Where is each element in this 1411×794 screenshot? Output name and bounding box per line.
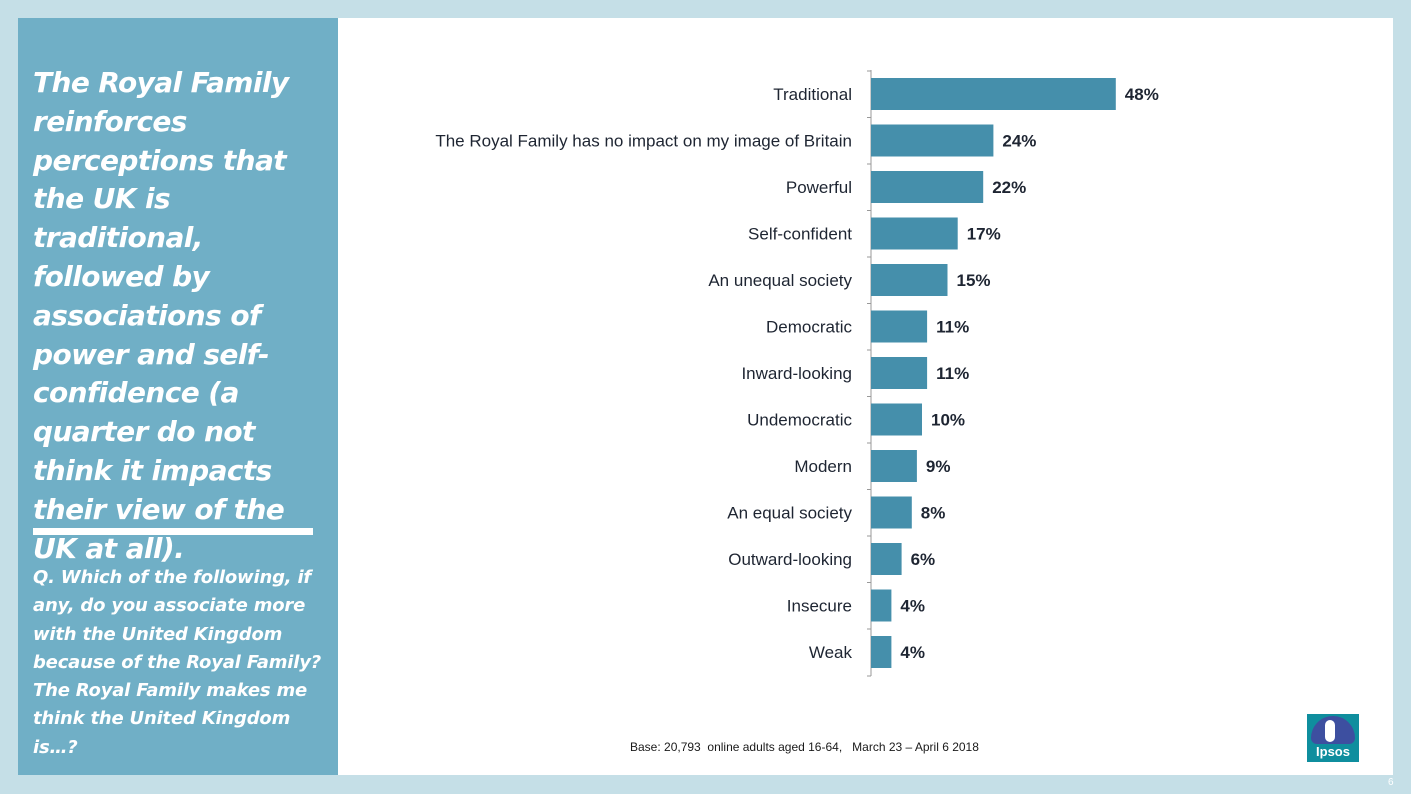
ipsos-logo: Ipsos [1307,714,1359,762]
value-label: 4% [900,643,925,662]
bar [871,171,984,203]
bar [871,450,917,482]
value-label: 15% [957,271,991,290]
bar [871,403,922,436]
bar [871,357,928,389]
base-note: Base: 20,793 online adults aged 16-64, M… [630,740,979,754]
category-label: Powerful [786,178,852,197]
question-text: Q. Which of the following, if any, do yo… [33,567,321,758]
value-label: 48% [1125,85,1159,104]
bar [871,589,892,622]
bar [871,496,912,529]
logo-text: Ipsos [1316,744,1350,759]
value-label: 6% [911,550,936,569]
category-label: An equal society [727,504,852,523]
category-label: Self-confident [748,225,852,244]
value-label: 4% [900,597,925,616]
value-label: 9% [926,457,951,476]
category-label: Weak [809,643,853,662]
category-label: Modern [794,457,852,476]
bar [871,217,958,250]
category-label: Inward-looking [741,364,852,383]
bar [871,636,892,668]
value-label: 11% [936,364,969,383]
bar [871,78,1116,110]
sidebar-panel: The Royal Family reinforces perceptions … [18,18,338,775]
category-label: The Royal Family has no impact on my ima… [435,132,852,151]
category-label: Outward-looking [728,550,852,569]
value-label: 10% [931,411,965,430]
category-label: Democratic [766,318,852,337]
bar [871,310,928,343]
bar [871,543,902,575]
bar [871,124,994,157]
value-label: 22% [992,178,1026,197]
chart-panel [338,18,1393,775]
category-label: Undemocratic [747,411,852,430]
value-label: 24% [1002,132,1036,151]
category-label: Traditional [773,85,852,104]
sidebar-divider [33,528,313,535]
category-label: Insecure [787,597,852,616]
value-label: 17% [967,225,1001,244]
page-number: 6 [1388,777,1394,788]
category-label: An unequal society [708,271,852,290]
value-label: 11% [936,318,969,337]
headline-text: The Royal Family reinforces perceptions … [33,66,289,565]
value-label: 8% [921,504,946,523]
bar [871,264,948,296]
